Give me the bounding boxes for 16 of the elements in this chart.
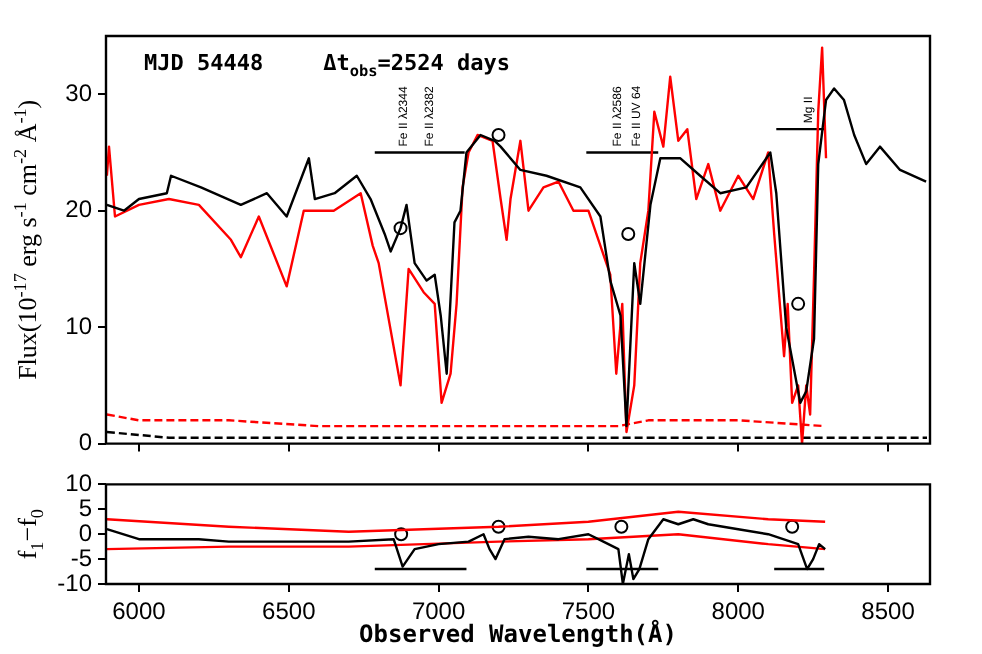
y-tick-label: 0 (78, 518, 93, 547)
y-tick-label: 10 (65, 469, 93, 498)
y-tick-label: -5 (70, 543, 93, 572)
x-tick-label: 6500 (262, 597, 317, 626)
y-tick-label: 0 (78, 428, 93, 457)
y-tick-label: 20 (65, 195, 93, 224)
y-axis-title: f1−f0 (12, 508, 47, 560)
x-tick-label: 8000 (711, 597, 766, 626)
y-tick-label: 10 (65, 311, 93, 340)
y-tick-label: 5 (78, 493, 93, 522)
annotation: MJD 54448 (144, 50, 264, 76)
x-tick-label: 6000 (112, 597, 167, 626)
y-tick-label: 30 (65, 78, 93, 107)
y-tick-label: -10 (57, 568, 93, 597)
text: Flux(10-17 erg s-1 cm-2 Å-1) (9, 99, 42, 380)
x-tick-label: 8500 (861, 597, 916, 626)
